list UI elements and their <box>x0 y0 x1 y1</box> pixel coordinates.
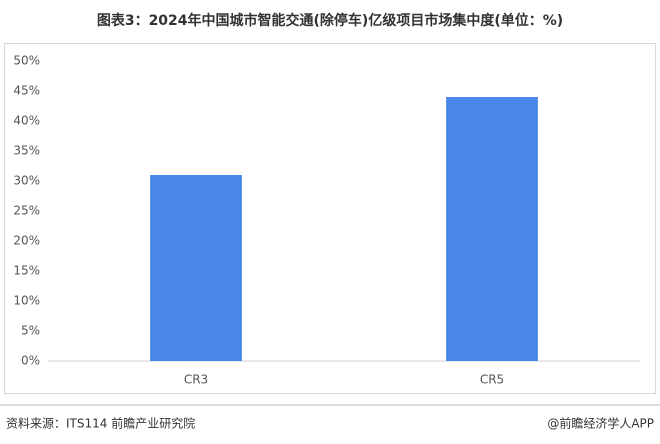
bar <box>446 97 538 361</box>
y-tick-label: 5% <box>21 324 40 338</box>
y-tick-label: 20% <box>13 234 40 248</box>
y-tick-label: 40% <box>13 114 40 128</box>
y-tick-label: 15% <box>13 264 40 278</box>
x-tick-label: CR5 <box>480 373 504 387</box>
bar <box>150 175 242 361</box>
credit: @前瞻经济学人APP <box>547 416 654 431</box>
y-tick-label: 25% <box>13 204 40 218</box>
y-tick-label: 35% <box>13 144 40 158</box>
y-tick-label: 30% <box>13 174 40 188</box>
y-tick-label: 0% <box>21 354 40 368</box>
x-tick-label: CR3 <box>184 373 208 387</box>
y-tick-label: 50% <box>13 54 40 68</box>
y-tick-label: 45% <box>13 84 40 98</box>
y-tick-label: 10% <box>13 294 40 308</box>
chart-frame <box>4 43 656 394</box>
chart-title: 图表3：2024年中国城市智能交通(除停车)亿级项目市场集中度(单位：%) <box>97 12 563 29</box>
source-note: 资料来源：ITS114 前瞻产业研究院 <box>6 416 195 431</box>
